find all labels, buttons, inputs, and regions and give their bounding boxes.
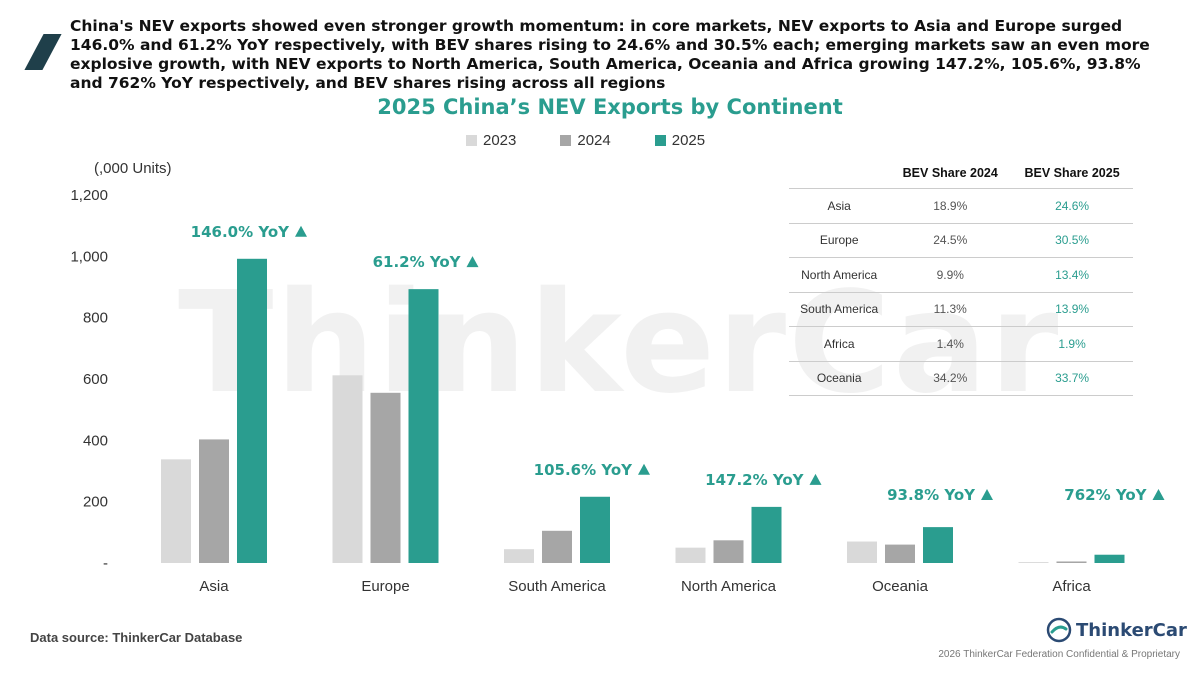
yoy-annotation: 61.2% YoY xyxy=(373,253,462,271)
table-row: Asia 18.9% 24.6% xyxy=(789,188,1133,224)
x-category-label: South America xyxy=(508,578,606,595)
table-cell-share-2025: 13.9% xyxy=(1011,292,1133,327)
table-cell-share-2024: 1.4% xyxy=(889,326,1012,362)
legend-label-2024: 2024 xyxy=(577,132,611,149)
legend-label-2023: 2023 xyxy=(483,132,517,149)
y-tick-label: 1,200 xyxy=(70,187,108,204)
bar-2023 xyxy=(1018,562,1049,563)
legend-label-2025: 2025 xyxy=(671,132,706,149)
table-cell-share-2025: 24.6% xyxy=(1011,188,1133,224)
bar-2023 xyxy=(504,549,534,563)
table-cell-share-2025: 13.4% xyxy=(1011,257,1133,293)
bar-2024 xyxy=(199,439,229,563)
table-row: North America 9.9% 13.4% xyxy=(789,257,1133,293)
table-cell-region: Asia xyxy=(789,188,890,224)
bar-2023 xyxy=(161,459,191,563)
bar-2024 xyxy=(713,540,744,563)
table-cell-share-2024: 24.5% xyxy=(889,223,1012,258)
confidential-notice: 2026 ThinkerCar Federation Confidential … xyxy=(938,649,1180,660)
table-cell-share-2024: 9.9% xyxy=(889,257,1012,293)
y-tick-label: 200 xyxy=(83,494,108,511)
y-tick-label: 600 xyxy=(83,371,108,388)
chart-legend: 2023 2024 2025 xyxy=(466,132,705,149)
chart-title: 2025 China’s NEV Exports by Continent xyxy=(377,95,843,119)
table-cell-share-2024: 34.2% xyxy=(889,361,1012,396)
legend-item-2023: 2023 xyxy=(466,132,516,149)
table-cell-share-2025: 33.7% xyxy=(1011,361,1133,396)
bar-2024 xyxy=(1056,561,1087,563)
x-category-label: Africa xyxy=(1052,578,1091,595)
legend-item-2024: 2024 xyxy=(560,132,611,149)
table-cell-share-2024: 11.3% xyxy=(889,292,1012,327)
bar-2023 xyxy=(847,541,877,563)
y-tick-label: 400 xyxy=(83,432,108,449)
y-axis-unit-label: (,000 Units) xyxy=(94,160,172,177)
bar-2025 xyxy=(237,258,267,563)
table-header-row: BEV Share 2024 BEV Share 2025 xyxy=(789,158,1133,189)
table-cell-share-2024: 18.9% xyxy=(889,188,1012,224)
legend-swatch-2024 xyxy=(560,135,572,146)
table-row: South America 11.3% 13.9% xyxy=(789,292,1133,327)
yoy-annotation: 762% YoY xyxy=(1064,486,1147,504)
legend-item-2025: 2025 xyxy=(654,132,706,149)
x-category-label: Europe xyxy=(361,578,409,595)
yoy-annotation: 93.8% YoY xyxy=(887,486,976,504)
bar-2025 xyxy=(751,506,782,563)
y-tick-label: 800 xyxy=(83,310,108,327)
x-category-label: Asia xyxy=(199,578,229,595)
up-arrow-icon xyxy=(295,225,307,237)
bar-2024 xyxy=(370,392,401,563)
table-header-bev-2025: BEV Share 2025 xyxy=(1011,158,1133,189)
table-cell-region: North America xyxy=(789,257,890,293)
data-source-note: Data source: ThinkerCar Database xyxy=(30,630,243,645)
bar-2024 xyxy=(542,530,572,563)
legend-swatch-2025 xyxy=(654,135,666,146)
bar-2023 xyxy=(675,547,706,563)
brand-logo-icon xyxy=(1046,617,1072,643)
legend-swatch-2023 xyxy=(466,135,477,146)
bar-2024 xyxy=(885,544,915,563)
bar-2025 xyxy=(923,527,953,563)
bar-2023 xyxy=(332,375,363,563)
x-category-label: North America xyxy=(681,578,777,595)
table-header-bev-2024: BEV Share 2024 xyxy=(889,158,1012,189)
table-cell-region: Europe xyxy=(789,223,890,258)
table-cell-share-2025: 30.5% xyxy=(1011,223,1133,258)
table-header-region xyxy=(789,158,890,189)
bar-2025 xyxy=(580,496,610,563)
up-arrow-icon xyxy=(809,473,822,485)
y-tick-label: - xyxy=(103,555,108,572)
yoy-annotation: 147.2% YoY xyxy=(705,471,804,489)
bar-2025 xyxy=(408,289,439,563)
up-arrow-icon xyxy=(466,256,479,268)
table-cell-region: Oceania xyxy=(789,361,890,396)
brand-logo: ThinkerCar xyxy=(1046,617,1187,643)
table-cell-share-2025: 1.9% xyxy=(1011,326,1133,362)
bar-2025 xyxy=(1094,554,1125,563)
table-row: Africa 1.4% 1.9% xyxy=(789,326,1133,362)
up-arrow-icon xyxy=(1152,489,1165,500)
yoy-annotation: 105.6% YoY xyxy=(534,461,633,479)
table-row: Europe 24.5% 30.5% xyxy=(789,223,1133,258)
table-cell-region: Africa xyxy=(789,326,890,362)
up-arrow-icon xyxy=(981,489,993,500)
up-arrow-icon xyxy=(638,463,650,475)
headline-text: China's NEV exports showed even stronger… xyxy=(70,17,1150,92)
table-cell-region: South America xyxy=(789,292,890,327)
x-category-label: Oceania xyxy=(872,578,929,595)
y-tick-label: 1,000 xyxy=(70,248,108,265)
yoy-annotation: 146.0% YoY xyxy=(191,223,290,241)
table-row: Oceania 34.2% 33.7% xyxy=(789,361,1133,396)
bev-share-table: BEV Share 2024 BEV Share 2025 Asia 18.9%… xyxy=(789,158,1133,396)
brand-name: ThinkerCar xyxy=(1076,619,1187,641)
